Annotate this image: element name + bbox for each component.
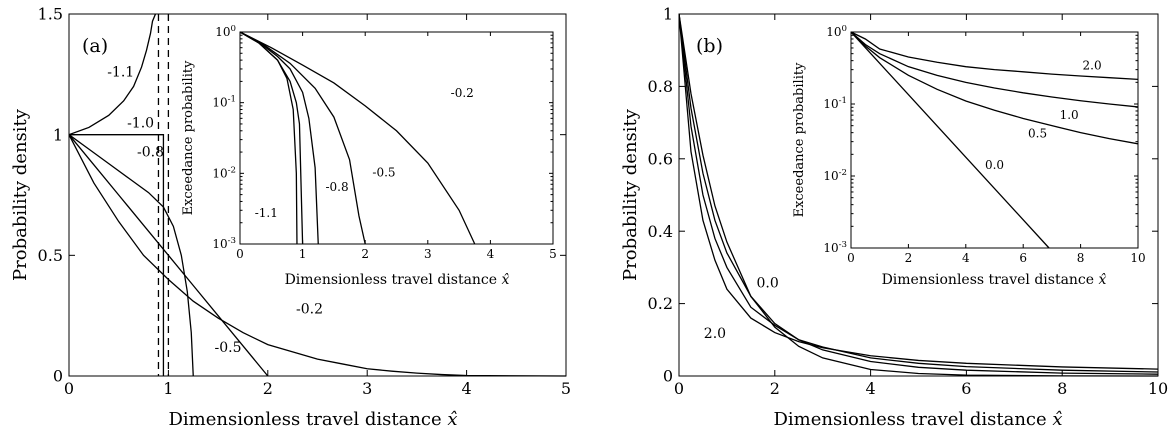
panel-b-inset-xtick-label: 0: [847, 251, 855, 265]
panel-a-ytick-label: 1: [53, 125, 63, 144]
panel-b-inset-curve-label: 1.0: [1060, 108, 1079, 122]
panel-a-inset-xtick-label: 5: [549, 247, 557, 261]
panel-b-xtick-label: 2: [770, 379, 780, 398]
panel-b-inset-xtick-label: 6: [1019, 251, 1027, 265]
panel-b-curve-label: 0.0: [756, 275, 778, 291]
panel-a-inset-curve-label: -0.8: [325, 180, 348, 194]
panel-a-inset-series: [240, 31, 476, 245]
panel-b-inset-curve-label: 2.0: [1083, 59, 1102, 73]
panel-a-inset-ylabel: Exceedance probability: [181, 60, 196, 215]
panel-a-inset-curve-label: -1.1: [255, 206, 278, 220]
panel-b-inset-line-2.0: [851, 31, 1138, 80]
panel-b-inset-line-0.5: [851, 31, 1138, 145]
panel-b-xtick-label: 0: [674, 379, 684, 398]
panel-b-line-1.0: [679, 13, 1158, 373]
panel-a-xtick-label: 2: [263, 379, 273, 398]
panel-b-inset-ytick-label: 10-2: [823, 168, 847, 183]
panel-a-curve-label: -0.5: [215, 340, 242, 356]
panel-b-xlabel: Dimensionless travel distance x̂: [773, 409, 1062, 430]
panel-a-inset-axes: 0 1 2 3 4 5 10-3 10-2 10-1 100: [212, 24, 557, 261]
panel-b-inset-line-0.0: [851, 31, 1050, 249]
panel-a-line--1.1: [69, 13, 157, 136]
panel-a-curve-label: -0.2: [296, 301, 323, 317]
panel-b-inset-frame: [850, 31, 1139, 249]
panel-b-xtick-label: 10: [1148, 379, 1168, 398]
panel-b-inset-curve-label: 0.0: [985, 158, 1004, 172]
panel-b-inset-xtick-label: 4: [962, 251, 970, 265]
panel-a-axes: 0 1 2 3 4 5 0 0.5 1 1.5: [38, 5, 572, 398]
panel-a-ytick-label: 0: [53, 367, 63, 386]
panel-b-ytick-label: 0.6: [648, 149, 673, 168]
panel-b-inset-xtick-label: 8: [1077, 251, 1085, 265]
panel-a-xtick-label: 1: [163, 379, 173, 398]
panel-a-line--0.2: [69, 134, 566, 377]
panel-a-line--0.8: [69, 134, 194, 377]
panel-a-xtick-label: 0: [64, 379, 74, 398]
panel-a-xtick-label: 3: [362, 379, 372, 398]
panel-a-inset-xtick-label: 3: [424, 247, 432, 261]
panel-a-inset-xtick-label: 2: [361, 247, 369, 261]
panel-b-ytick-label: 0.2: [648, 294, 673, 313]
panel-a-inset-xtick-label: 0: [236, 247, 244, 261]
panel-b-ylabel: Probability density: [620, 108, 641, 281]
panel-b-ytick-label: 0.8: [648, 77, 673, 96]
panel-a-xtick-label: 4: [462, 379, 472, 398]
panel-a-line--0.5: [69, 134, 269, 377]
panel-a-inset-frame: [239, 31, 554, 245]
panel-b-inset-series: [851, 31, 1138, 249]
panel-a-label: (a): [82, 35, 108, 57]
panel-b-series: [679, 13, 1158, 377]
panel-b-xtick-label: 8: [1057, 379, 1067, 398]
panel-a-curve-label: -0.8: [137, 144, 164, 160]
panel-b-xtick-label: 4: [866, 379, 876, 398]
panel-b-line-0.5: [679, 13, 1158, 375]
panel-b-ytick-label: 0.4: [648, 222, 673, 241]
panel-a-curve-label: -1.0: [127, 115, 154, 131]
panel-b-xtick-label: 6: [961, 379, 971, 398]
panel-b-inset-curve-label: 0.5: [1028, 127, 1047, 141]
panel-b-ytick-label: 1: [663, 5, 673, 24]
panel-a-inset-ytick-label: 10-1: [212, 95, 236, 110]
panel-b-inset-xlabel: Dimensionless travel distance x̂: [882, 272, 1107, 288]
panel-b-inset-line-1.0: [851, 31, 1138, 108]
panel-b-inset-axes: 0 2 4 6 8 10 10-3 10-2 10-1 100: [823, 24, 1145, 265]
panel-a-xlabel: Dimensionless travel distance x̂: [168, 409, 457, 430]
panel-b-frame: [678, 13, 1159, 377]
panel-b-inset-xtick-label: 2: [905, 251, 913, 265]
panel-a-ytick-label: 0.5: [38, 246, 63, 265]
panel-a-curve-label: -1.1: [107, 65, 134, 81]
panel-b-label: (b): [696, 35, 723, 57]
panel-a-inset-curve-label: -0.2: [451, 86, 474, 100]
panel-b-ytick-label: 0: [663, 367, 673, 386]
panel-a-inset-ytick-label: 10-3: [212, 236, 236, 251]
panel-a-inset-line--0.5: [240, 31, 366, 245]
panel-a-ylabel: Probability density: [10, 108, 31, 281]
panel-a-series: [69, 13, 566, 377]
panel-b-inset-xtick-label: 10: [1130, 251, 1145, 265]
panel-a-inset-ytick-label: 100: [215, 24, 236, 39]
panel-b-inset-ylabel: Exceedance probability: [792, 62, 807, 217]
panel-a-frame: [68, 13, 567, 377]
panel-a-inset-ytick-label: 10-2: [212, 165, 236, 180]
panel-b-line-2.0: [679, 13, 1158, 370]
panel-a-line--1.0: [69, 134, 165, 376]
panel-b-curve-label: 2.0: [704, 326, 726, 342]
panel-b-inset-ytick-label: 100: [826, 24, 847, 39]
panel-a-inset-curve-label: -0.5: [372, 166, 395, 180]
panel-b-inset-ytick-label: 10-3: [823, 240, 847, 255]
panel-a-ytick-label: 1.5: [38, 5, 63, 24]
panel-a-inset-xtick-label: 1: [299, 247, 307, 261]
panel-a-inset-xtick-label: 4: [487, 247, 495, 261]
panel-a-inset-xlabel: Dimensionless travel distance x̂: [285, 272, 510, 288]
panel-a-xtick-label: 5: [561, 379, 571, 398]
panel-a-inset-line--0.2: [240, 31, 476, 245]
panel-b-inset-ytick-label: 10-1: [823, 96, 847, 111]
